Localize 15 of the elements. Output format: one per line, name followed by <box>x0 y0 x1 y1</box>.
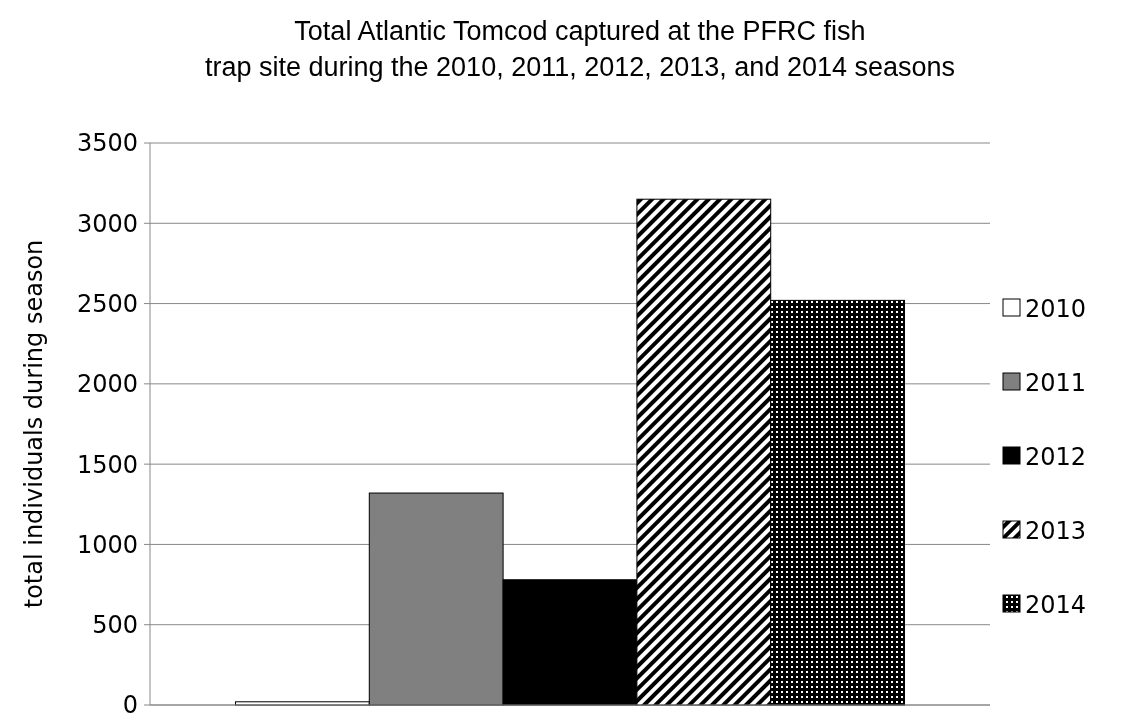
y-tick-label: 500 <box>92 611 138 640</box>
y-tick-label: 3500 <box>76 129 138 158</box>
y-tick-label: 1000 <box>76 530 138 559</box>
legend-label: 2013 <box>1025 517 1087 546</box>
legend-label: 2011 <box>1025 369 1087 398</box>
legend-label: 2014 <box>1025 591 1087 620</box>
legend-label: 2012 <box>1025 443 1087 472</box>
y-tick-label: 1500 <box>76 450 138 479</box>
y-tick-label: 2000 <box>76 370 138 399</box>
legend-label: 2010 <box>1025 295 1087 324</box>
y-axis-title: total individuals during season <box>20 239 48 609</box>
chart-title: Total Atlantic Tomcod captured at the PFRC fish trap site during the 2010, 2011, 2012, 2013, and 2014 seasons <box>204 16 956 82</box>
y-tick-label: 0 <box>122 691 138 716</box>
y-tick-label: 2500 <box>76 289 138 318</box>
y-tick-label: 3000 <box>76 209 138 238</box>
